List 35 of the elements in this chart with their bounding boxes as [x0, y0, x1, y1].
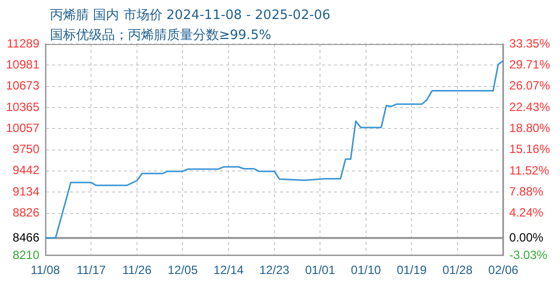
y2-tick-label: 26.07% — [509, 78, 550, 93]
x-tick-label: 12/23 — [259, 263, 290, 278]
y2-tick-label: 33.35% — [509, 36, 550, 50]
y-tick-label: 9442 — [12, 163, 40, 178]
y2-tick-label: 0.00% — [509, 230, 544, 244]
y-tick-label: 8466 — [12, 230, 40, 244]
x-tick-label: 11/08 — [30, 263, 60, 278]
x-tick-label: 02/06 — [488, 263, 519, 278]
chart-title: 丙烯腈 国内 市场价 2024-11-08 - 2025-02-06 — [50, 7, 330, 24]
y-tick-label: 10365 — [6, 100, 40, 114]
y2-tick-label: 29.71% — [509, 57, 550, 72]
x-tick-label: 01/19 — [396, 263, 428, 278]
x-tick-label: 01/28 — [442, 263, 473, 278]
x-tick-label: 12/14 — [214, 263, 244, 278]
y-tick-label: 10057 — [6, 120, 40, 135]
y2-tick-label: 18.80% — [509, 120, 550, 135]
x-tick-label: 12/05 — [168, 263, 198, 278]
x-tick-label: 11/26 — [122, 263, 152, 278]
y-tick-label: 8210 — [12, 248, 40, 262]
x-tick-label: 01/01 — [305, 263, 336, 278]
y2-tick-label: 15.16% — [509, 142, 550, 156]
y2-tick-label: 11.52% — [509, 163, 550, 178]
y2-tick-label: 22.43% — [509, 100, 550, 114]
x-tick-label: 01/10 — [350, 263, 382, 278]
y2-tick-label: 7.88% — [509, 184, 544, 198]
y-tick-label: 8826 — [12, 206, 40, 220]
x-tick-label: 11/17 — [76, 263, 106, 278]
y-tick-label: 11289 — [6, 36, 40, 50]
y-tick-label: 9750 — [12, 142, 40, 156]
y-tick-label: 10981 — [6, 57, 40, 72]
y-tick-label: 9134 — [12, 184, 40, 198]
y2-tick-label: 4.24% — [509, 206, 544, 220]
chart-subtitle: 国标优级品；丙烯腈质量分数≥99.5% — [50, 27, 272, 44]
y2-tick-label: -3.03% — [509, 248, 548, 262]
y-tick-label: 10673 — [6, 78, 40, 93]
